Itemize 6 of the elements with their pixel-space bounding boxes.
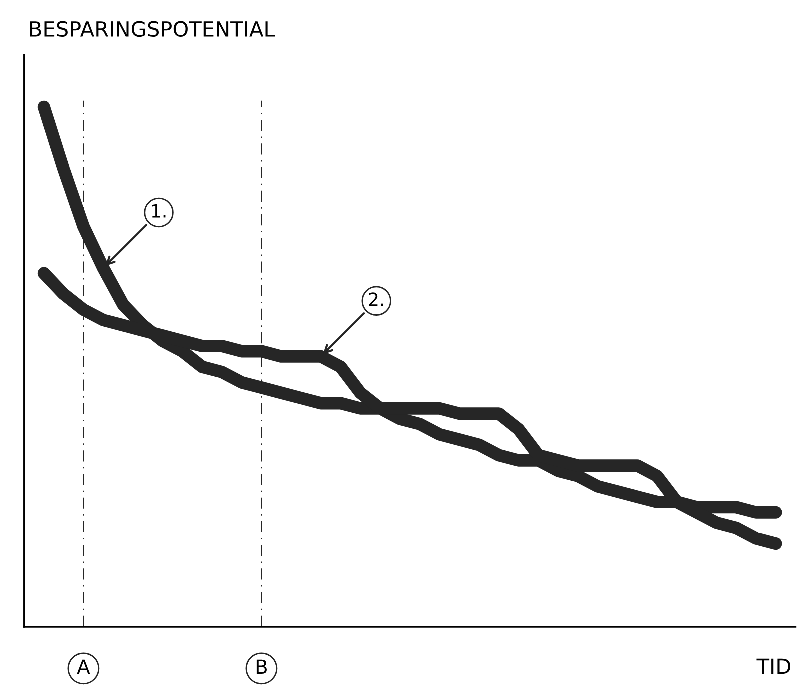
x-tick-label: A xyxy=(77,660,90,674)
x-axis-title: TID xyxy=(756,658,790,674)
annotation: 1. xyxy=(152,204,166,218)
annotation: 2. xyxy=(369,292,384,306)
y-axis-title: BESPARINGSPOTENTIAL xyxy=(30,21,276,38)
x-tick-label: B xyxy=(256,660,268,674)
